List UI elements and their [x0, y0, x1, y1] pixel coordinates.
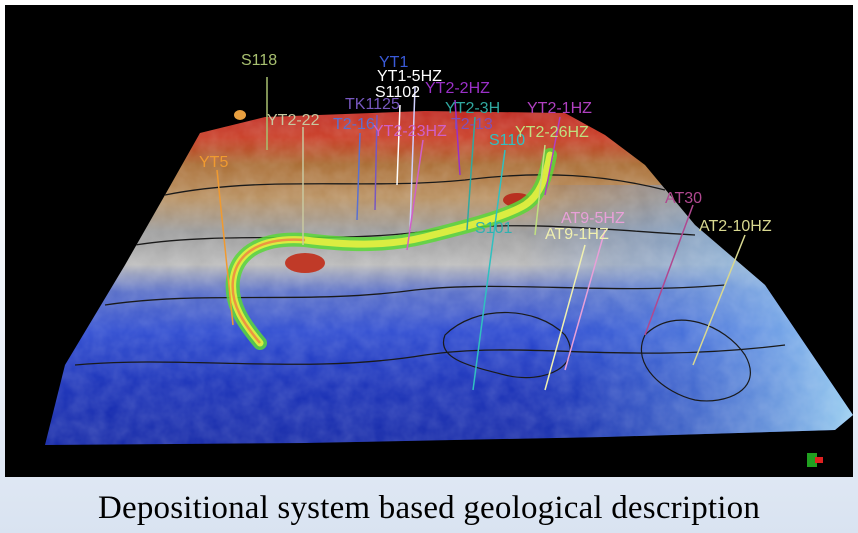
seismic-3d-scene: S118 YT1 YT1-5HZ S1102 YT2-2HZ TK1125 YT…: [5, 5, 853, 477]
well-label-yt2-2hz: YT2-2HZ: [425, 80, 490, 97]
orientation-icon: [807, 453, 823, 467]
well-line-at9-1hz: [544, 244, 586, 391]
well-label-yt2-23hz: YT2-23HZ: [373, 123, 447, 140]
well-line-s110: [472, 149, 506, 391]
well-line-tk1125: [374, 114, 378, 211]
well-line-t2-16: [356, 132, 361, 221]
well-trajectories: [216, 77, 746, 391]
well-label-yt2-3h: YT2-3H: [445, 100, 500, 117]
well-label-at9-1hz: AT9-1HZ: [545, 226, 609, 243]
well-label-yt2-22: YT2-22: [267, 112, 320, 129]
well-line-yt2-23hz: [406, 139, 424, 251]
well-label-tk1125: TK1125: [345, 96, 400, 113]
well-label-yt5: YT5: [199, 154, 228, 171]
well-line-yt2-1hz: [544, 116, 561, 196]
well-label-at30: AT30: [665, 190, 702, 207]
well-label-s1102: S1102: [375, 84, 420, 101]
well-label-at9-5hz: AT9-5HZ: [561, 210, 625, 227]
well-label-s110: S110: [489, 132, 525, 149]
well-line-at30: [644, 204, 694, 336]
well-line-at2-10hz: [692, 234, 746, 366]
well-label-t2-16: T2-16: [333, 116, 375, 133]
well-label-s118: S118: [241, 52, 277, 69]
well-line-yt5: [216, 169, 234, 326]
well-line-yt2-3h: [466, 116, 476, 231]
well-label-yt1: YT1: [379, 54, 408, 71]
well-label-yt2-1hz: YT2-1HZ: [527, 100, 592, 117]
well-line-at9-5hz: [564, 229, 606, 371]
well-line-yt1-5hz: [409, 86, 416, 231]
marker-icon: [234, 110, 246, 120]
surface-render: S118 YT1 YT1-5HZ S1102 YT2-2HZ TK1125 YT…: [45, 52, 853, 467]
well-label-yt2-26hz: YT2-26HZ: [515, 124, 589, 141]
figure-caption: Depositional system based geological des…: [97, 490, 761, 526]
well-line-s1102: [396, 104, 401, 186]
well-label-yt1-5hz: YT1-5HZ: [377, 68, 442, 85]
well-label-t2-13: T2-13: [451, 116, 493, 133]
well-labels: S118 YT1 YT1-5HZ S1102 YT2-2HZ TK1125 YT…: [199, 52, 772, 243]
well-line-yt2-2hz: [454, 99, 461, 176]
well-line-yt2-26hz: [534, 144, 546, 236]
well-label-s101: S101: [475, 220, 512, 237]
well-label-at2-10hz: AT2-10HZ: [699, 218, 772, 235]
